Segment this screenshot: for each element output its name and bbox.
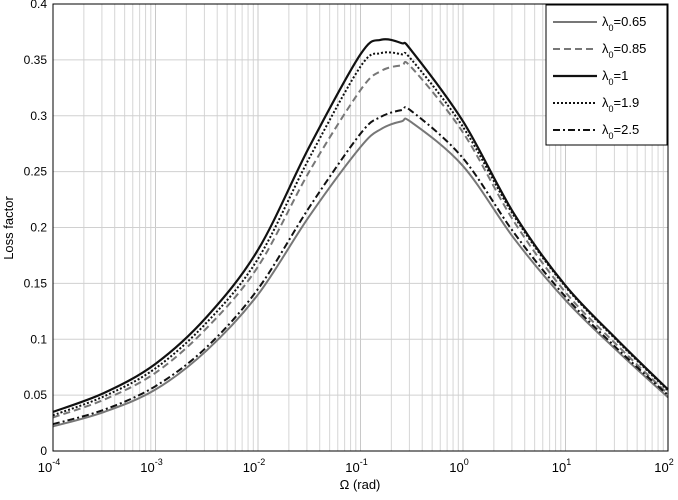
x-tick-exponent: -1	[360, 457, 368, 467]
x-tick-exponent: 1	[566, 457, 571, 467]
legend-subscript: 0	[609, 131, 614, 141]
legend-subscript: 0	[609, 77, 614, 87]
x-tick-label: 10-2	[243, 457, 265, 475]
legend-symbol: λ	[602, 68, 609, 83]
legend-value: =2.5	[614, 122, 640, 137]
legend-value: =0.85	[614, 41, 647, 56]
x-tick-exponent: 2	[669, 457, 674, 467]
x-tick-label: 10-4	[38, 457, 60, 475]
x-tick-label: 10-3	[140, 457, 162, 475]
y-tick-label: 0.25	[24, 165, 48, 179]
y-tick-label: 0.05	[24, 388, 48, 402]
series-lines	[52, 38, 669, 428]
x-tick-label: 101	[552, 457, 571, 475]
y-tick-label: 0.2	[30, 221, 47, 235]
series-line-1.9	[52, 51, 669, 417]
legend-subscript: 0	[609, 50, 614, 60]
legend-value: =1	[614, 68, 629, 83]
x-tick-exponent: -2	[257, 457, 265, 467]
legend-symbol: λ	[602, 122, 609, 137]
series-line-0.85	[52, 60, 669, 419]
series-line-0.65	[52, 117, 669, 428]
legend-label: λ0=1.9	[602, 95, 639, 114]
grid	[52, 3, 668, 452]
legend-symbol: λ	[602, 41, 609, 56]
series-line-2.5	[52, 106, 669, 426]
x-tick-exponent: -3	[155, 457, 163, 467]
legend-label: λ0=0.65	[602, 14, 646, 33]
legend-subscript: 0	[609, 104, 614, 114]
y-tick-label: 0.35	[24, 53, 48, 67]
legend-label: λ0=1	[602, 68, 628, 87]
y-tick-label: 0	[40, 444, 47, 458]
x-tick-exponent: 0	[464, 457, 469, 467]
legend-label: λ0=0.85	[602, 41, 646, 60]
legend-subscript: 0	[609, 23, 614, 33]
legend-value: =0.65	[614, 14, 647, 29]
x-tick-label: 10-1	[345, 457, 367, 475]
legend-symbol: λ	[602, 14, 609, 29]
x-tick-exponent: -4	[52, 457, 60, 467]
y-axis-label: Loss factor	[1, 196, 16, 260]
y-tick-label: 0.3	[30, 109, 47, 123]
y-tick-label: 0.4	[30, 0, 47, 11]
y-tick-label: 0.1	[30, 332, 47, 346]
legend-value: =1.9	[614, 95, 640, 110]
plot-frame	[52, 3, 669, 452]
x-tick-label: 102	[654, 457, 673, 475]
legend-label: λ0=2.5	[602, 122, 639, 141]
x-tick-label: 100	[449, 457, 468, 475]
x-axis-label: Ω (rad)	[340, 477, 381, 492]
legend-symbol: λ	[602, 95, 609, 110]
y-tick-label: 0.15	[24, 276, 48, 290]
